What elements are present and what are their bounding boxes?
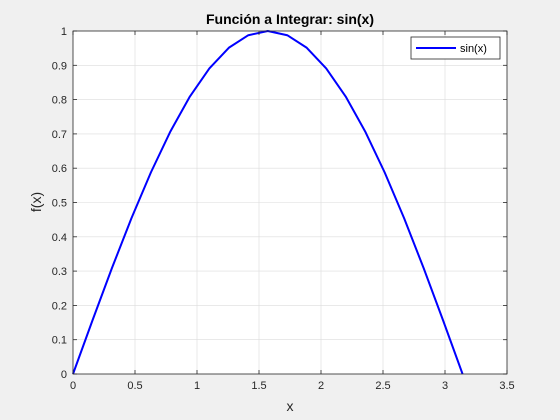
x-tick-label: 0 (70, 380, 76, 392)
x-tick-label: 2 (318, 380, 324, 392)
x-axis-label: x (287, 398, 294, 414)
y-tick-label: 1 (61, 26, 67, 38)
x-tick-label: 3.5 (499, 380, 514, 392)
x-tick-label: 1.5 (251, 380, 266, 392)
y-tick-label: 0.1 (52, 335, 67, 347)
y-tick-label: 0.6 (52, 163, 67, 175)
y-tick-label: 0 (61, 369, 67, 381)
y-tick-label: 0.5 (52, 198, 67, 210)
y-tick-label: 0.2 (52, 300, 67, 312)
x-tick-label: 0.5 (127, 380, 142, 392)
grid (73, 31, 507, 374)
chart-title: Función a Integrar: sin(x) (206, 11, 374, 27)
x-tick-label: 1 (194, 380, 200, 392)
x-tick-label: 3 (442, 380, 448, 392)
y-axis-label: f(x) (28, 192, 44, 212)
legend-label: sin(x) (460, 43, 487, 55)
tick-labels: 0 0.5 1 1.5 2 2.5 3 3.5 0 0.1 0.2 0.3 0.4 0.5 0.6 0.7 0.… (52, 26, 515, 392)
y-tick-label: 0.4 (52, 232, 67, 244)
y-tick-label: 0.9 (52, 60, 67, 72)
x-tick-label: 2.5 (375, 380, 390, 392)
y-tick-label: 0.3 (52, 266, 67, 278)
y-tick-label: 0.7 (52, 129, 67, 141)
ticks (72, 30, 508, 375)
legend[interactable]: sin(x) (410, 36, 501, 60)
y-tick-label: 0.8 (52, 95, 67, 107)
